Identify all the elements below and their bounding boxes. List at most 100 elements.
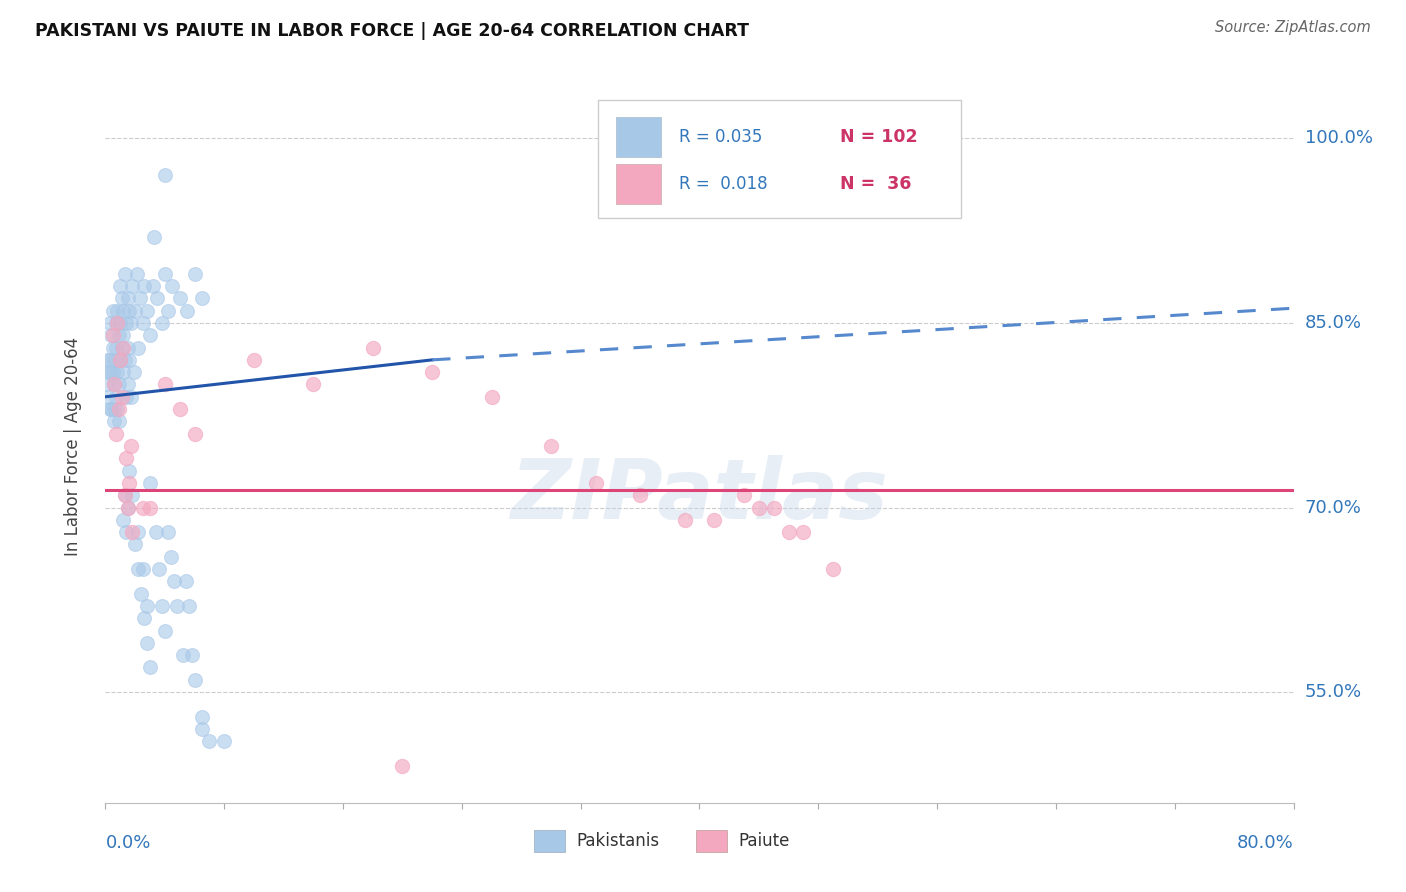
Point bbox=[108, 328, 131, 343]
Point bbox=[118, 352, 141, 367]
Point bbox=[115, 451, 138, 466]
Point bbox=[118, 464, 141, 478]
Point bbox=[100, 402, 122, 417]
Point bbox=[183, 673, 205, 687]
Point bbox=[98, 316, 121, 330]
Text: ZIPatlas: ZIPatlas bbox=[510, 456, 889, 536]
Point bbox=[142, 279, 165, 293]
Point bbox=[108, 414, 131, 428]
Text: PAKISTANI VS PAIUTE IN LABOR FORCE | AGE 20-64 CORRELATION CHART: PAKISTANI VS PAIUTE IN LABOR FORCE | AGE… bbox=[35, 22, 749, 40]
Point bbox=[778, 525, 800, 540]
Point bbox=[96, 352, 118, 367]
Point bbox=[127, 525, 149, 540]
Point bbox=[243, 352, 266, 367]
Point bbox=[183, 426, 205, 441]
Point bbox=[110, 316, 132, 330]
Point bbox=[101, 365, 124, 379]
Point bbox=[121, 525, 143, 540]
Point bbox=[703, 513, 725, 527]
Text: Paiute: Paiute bbox=[738, 831, 790, 850]
Text: 85.0%: 85.0% bbox=[1305, 314, 1362, 332]
Point bbox=[114, 267, 136, 281]
Point bbox=[121, 488, 143, 502]
Point bbox=[105, 316, 128, 330]
Point bbox=[191, 709, 214, 723]
Point bbox=[361, 341, 384, 355]
Point bbox=[112, 365, 135, 379]
Point bbox=[153, 169, 176, 183]
Point bbox=[101, 341, 124, 355]
Point bbox=[125, 267, 148, 281]
Point bbox=[136, 303, 159, 318]
Text: Source: ZipAtlas.com: Source: ZipAtlas.com bbox=[1215, 20, 1371, 35]
Point bbox=[121, 279, 143, 293]
Point bbox=[153, 377, 176, 392]
Point bbox=[391, 759, 413, 773]
Point bbox=[117, 291, 139, 305]
Point bbox=[153, 267, 176, 281]
Point bbox=[131, 316, 153, 330]
Point bbox=[118, 475, 141, 490]
Point bbox=[103, 377, 125, 392]
Point bbox=[124, 537, 146, 551]
Point bbox=[115, 525, 138, 540]
Point bbox=[177, 599, 200, 613]
Point bbox=[103, 377, 125, 392]
Point bbox=[110, 279, 132, 293]
Point bbox=[100, 365, 122, 379]
Point bbox=[114, 488, 136, 502]
Point bbox=[101, 303, 124, 318]
Point bbox=[117, 500, 139, 515]
Point bbox=[108, 377, 131, 392]
Bar bbox=[616, 118, 661, 157]
Point bbox=[105, 303, 128, 318]
Point bbox=[166, 599, 188, 613]
Point bbox=[169, 402, 191, 417]
Text: R = 0.035: R = 0.035 bbox=[679, 128, 762, 146]
Point bbox=[673, 513, 696, 527]
Point bbox=[176, 303, 198, 318]
Point bbox=[117, 341, 139, 355]
Point bbox=[132, 279, 155, 293]
Point bbox=[103, 414, 125, 428]
Point bbox=[114, 488, 136, 502]
Bar bbox=[599, 100, 960, 218]
Point bbox=[214, 734, 236, 748]
Point bbox=[169, 291, 191, 305]
Point bbox=[110, 352, 132, 367]
Point bbox=[112, 303, 135, 318]
Point bbox=[139, 475, 162, 490]
Point bbox=[174, 574, 197, 589]
Text: N = 102: N = 102 bbox=[839, 128, 917, 146]
Point bbox=[105, 365, 128, 379]
Point bbox=[96, 377, 118, 392]
Point bbox=[104, 316, 127, 330]
Point bbox=[191, 291, 214, 305]
Point bbox=[762, 500, 785, 515]
Point bbox=[131, 562, 153, 576]
Point bbox=[128, 291, 150, 305]
Point bbox=[104, 341, 127, 355]
Point bbox=[104, 390, 127, 404]
Point bbox=[153, 624, 176, 638]
Bar bbox=[616, 164, 661, 203]
Point bbox=[98, 402, 121, 417]
Text: 55.0%: 55.0% bbox=[1305, 683, 1362, 701]
Point bbox=[112, 513, 135, 527]
Text: 70.0%: 70.0% bbox=[1305, 499, 1361, 516]
Point bbox=[129, 587, 152, 601]
Point bbox=[111, 341, 134, 355]
Point bbox=[183, 267, 205, 281]
Point bbox=[103, 402, 125, 417]
Point bbox=[103, 352, 125, 367]
Point bbox=[120, 390, 142, 404]
Point bbox=[139, 660, 162, 674]
Point bbox=[132, 611, 155, 625]
Point bbox=[100, 328, 122, 343]
Text: 80.0%: 80.0% bbox=[1237, 834, 1294, 852]
Point bbox=[118, 303, 141, 318]
Point bbox=[131, 500, 153, 515]
Point bbox=[628, 488, 651, 502]
Point bbox=[191, 722, 214, 736]
Point bbox=[748, 500, 770, 515]
